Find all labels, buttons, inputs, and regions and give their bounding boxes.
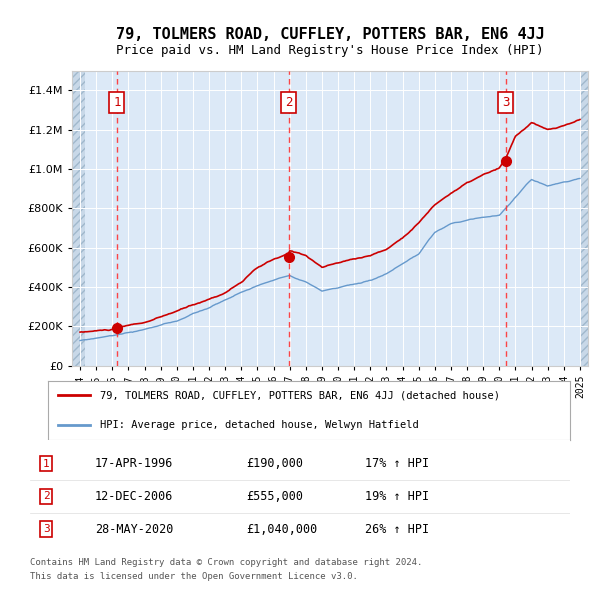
Bar [72,71,85,366]
Text: 12-DEC-2006: 12-DEC-2006 [95,490,173,503]
Bar [580,71,588,366]
Text: 2: 2 [285,96,292,109]
Text: 26% ↑ HPI: 26% ↑ HPI [365,523,429,536]
Text: 3: 3 [502,96,509,109]
Text: 2: 2 [43,491,50,502]
Text: 79, TOLMERS ROAD, CUFFLEY, POTTERS BAR, EN6 4JJ: 79, TOLMERS ROAD, CUFFLEY, POTTERS BAR, … [116,27,544,41]
Text: £1,040,000: £1,040,000 [246,523,317,536]
Text: 3: 3 [43,524,50,534]
Text: This data is licensed under the Open Government Licence v3.0.: This data is licensed under the Open Gov… [30,572,358,581]
Text: Contains HM Land Registry data © Crown copyright and database right 2024.: Contains HM Land Registry data © Crown c… [30,558,422,566]
Text: HPI: Average price, detached house, Welwyn Hatfield: HPI: Average price, detached house, Welw… [100,420,419,430]
Text: £190,000: £190,000 [246,457,303,470]
Text: 28-MAY-2020: 28-MAY-2020 [95,523,173,536]
Text: 1: 1 [43,458,50,468]
Text: 1: 1 [113,96,121,109]
Text: £555,000: £555,000 [246,490,303,503]
Text: Price paid vs. HM Land Registry's House Price Index (HPI): Price paid vs. HM Land Registry's House … [116,44,544,57]
Text: 79, TOLMERS ROAD, CUFFLEY, POTTERS BAR, EN6 4JJ (detached house): 79, TOLMERS ROAD, CUFFLEY, POTTERS BAR, … [100,391,500,400]
Text: 17-APR-1996: 17-APR-1996 [95,457,173,470]
Text: 19% ↑ HPI: 19% ↑ HPI [365,490,429,503]
Text: 17% ↑ HPI: 17% ↑ HPI [365,457,429,470]
